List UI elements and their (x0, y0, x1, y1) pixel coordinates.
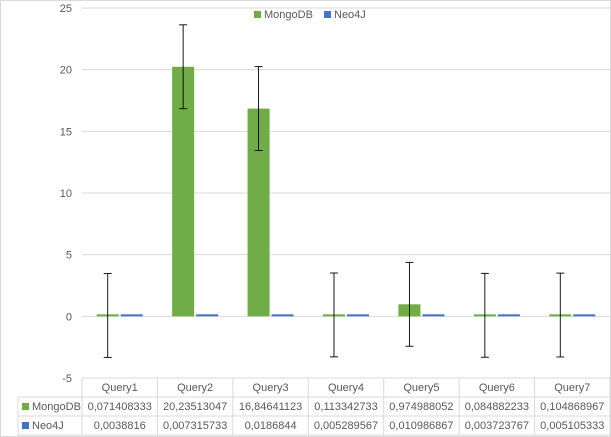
bar-mongodb (172, 66, 195, 317)
y-tick-label: 15 (60, 126, 72, 138)
table-legend-key (22, 403, 29, 410)
bar-neo4j (347, 314, 369, 317)
bars (96, 24, 596, 358)
table-cell-value: 0,003723767 (465, 420, 529, 432)
table-cell-value: 0,010986867 (389, 420, 453, 432)
legend-key (324, 11, 331, 18)
table-cell-value: 20,23513047 (163, 401, 227, 413)
legend-label: MongoDB (264, 9, 313, 21)
x-category-label: Query1 (102, 382, 138, 394)
x-category-label: Query7 (554, 382, 590, 394)
y-tick-label: 10 (60, 188, 72, 200)
y-tick-label: 20 (60, 65, 72, 77)
table-cell-value: 0,007315733 (163, 420, 227, 432)
bar-neo4j (271, 314, 294, 317)
table-cell-value: 0,005289567 (314, 420, 378, 432)
x-category-label: Query2 (177, 382, 213, 394)
x-category-label: Query4 (328, 382, 364, 394)
bar-mongodb (247, 108, 270, 317)
table-cell-value: 0,005105333 (540, 420, 604, 432)
legend-key (254, 11, 261, 18)
table-cell-value: 0,974988052 (389, 401, 453, 413)
table-legend-key (22, 422, 29, 429)
table-series-name: Neo4J (32, 420, 64, 432)
y-tick-label: 5 (66, 250, 72, 262)
table-cell-value: 0,071408333 (88, 401, 152, 413)
x-category-label: Query5 (403, 382, 439, 394)
x-category-label: Query6 (479, 382, 515, 394)
table-cell-value: 0,104868967 (540, 401, 604, 413)
y-tick-label: 25 (60, 3, 72, 15)
gridlines (82, 7, 610, 379)
data-table: Query1 Query2 Query3 Query4 Query5 Query6 Quer… (17, 377, 611, 436)
table-cell-value: 0,084882233 (465, 401, 529, 413)
table-cell-value: 0,0186844 (245, 420, 297, 432)
bar-neo4j (573, 314, 596, 317)
x-category-label: Query3 (253, 382, 289, 394)
bar-neo4j (196, 314, 219, 317)
bar-neo4j (422, 314, 445, 317)
y-tick-label: -5 (62, 373, 72, 385)
table-cell-value: 16,84641123 (239, 401, 302, 413)
table-series-name: MongoDB (32, 401, 81, 413)
bar-neo4j (497, 314, 520, 317)
bar-neo4j (120, 314, 143, 317)
y-axis-ticks: 25 20 15 10 5 0 -5 (60, 3, 72, 385)
table-cell-value: 0,0038816 (94, 420, 146, 432)
legend-label: Neo4J (334, 9, 366, 21)
table-cell-value: 0,113342733 (314, 401, 377, 413)
y-tick-label: 0 (66, 311, 72, 323)
legend: MongoDB Neo4J (254, 9, 366, 21)
